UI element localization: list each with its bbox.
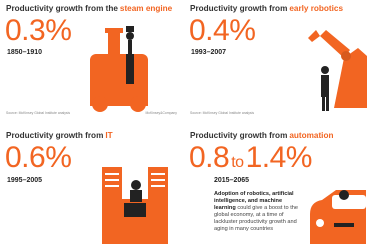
- car-illustration: [184, 123, 367, 244]
- source-note: Source: McKinsey Global Institute analys…: [6, 111, 70, 115]
- robot-arm-illustration: [184, 0, 367, 121]
- page: {"panels": [ {"title_prefix": "Productiv…: [0, 0, 367, 244]
- source-note: Source: McKinsey Global Institute analys…: [190, 111, 254, 115]
- steam-engine-illustration: [0, 0, 183, 121]
- it-illustration: [0, 123, 183, 244]
- footer: McKinsey&Company: [146, 111, 177, 115]
